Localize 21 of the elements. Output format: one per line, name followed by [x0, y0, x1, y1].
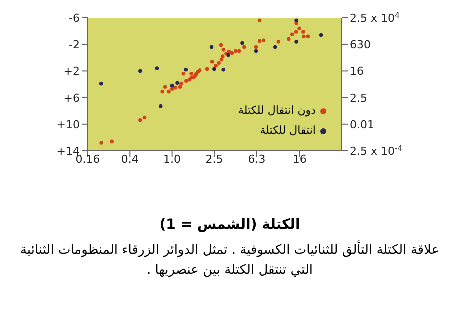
x-tick-label: 1.0 [164, 153, 182, 166]
text: علاقة الكتلة التألق للثنائيات الكسوفية . تمثل الدوائر الزرقاء المنظومات الثنائية التي تنتقل الكتلة بين عنصريها . [19, 241, 441, 280]
y-tick-label: -2 [69, 38, 80, 52]
x-tick-label: 0.4 [121, 153, 139, 166]
x-tick-label: 0.16 [76, 153, 100, 166]
legend-label: انتقال للكتلة [260, 123, 316, 139]
text: 2.5 x 10$^{-4}$ [350, 144, 403, 158]
legend-label: دون انتقال للكتلة [238, 103, 316, 119]
y-tick-label: -6 [69, 12, 80, 25]
x-axis-title: الكتلة (الشمس = 1) [158, 217, 302, 233]
y-tick-label: +2 [64, 65, 80, 78]
x-tick-label: 2.5 [206, 153, 224, 166]
y-tick-label: +10 [56, 118, 80, 132]
x-tick-label: 6.3 [248, 153, 266, 166]
text: 16 [350, 65, 364, 78]
text: 630 [350, 38, 371, 52]
text: 2.5 [350, 92, 368, 105]
y-tick-label: +6 [64, 92, 80, 105]
text: 2.5 x 10$^{4}$ [350, 10, 400, 25]
x-tick-label: 16 [292, 153, 307, 166]
text: 0.01 [350, 118, 374, 132]
